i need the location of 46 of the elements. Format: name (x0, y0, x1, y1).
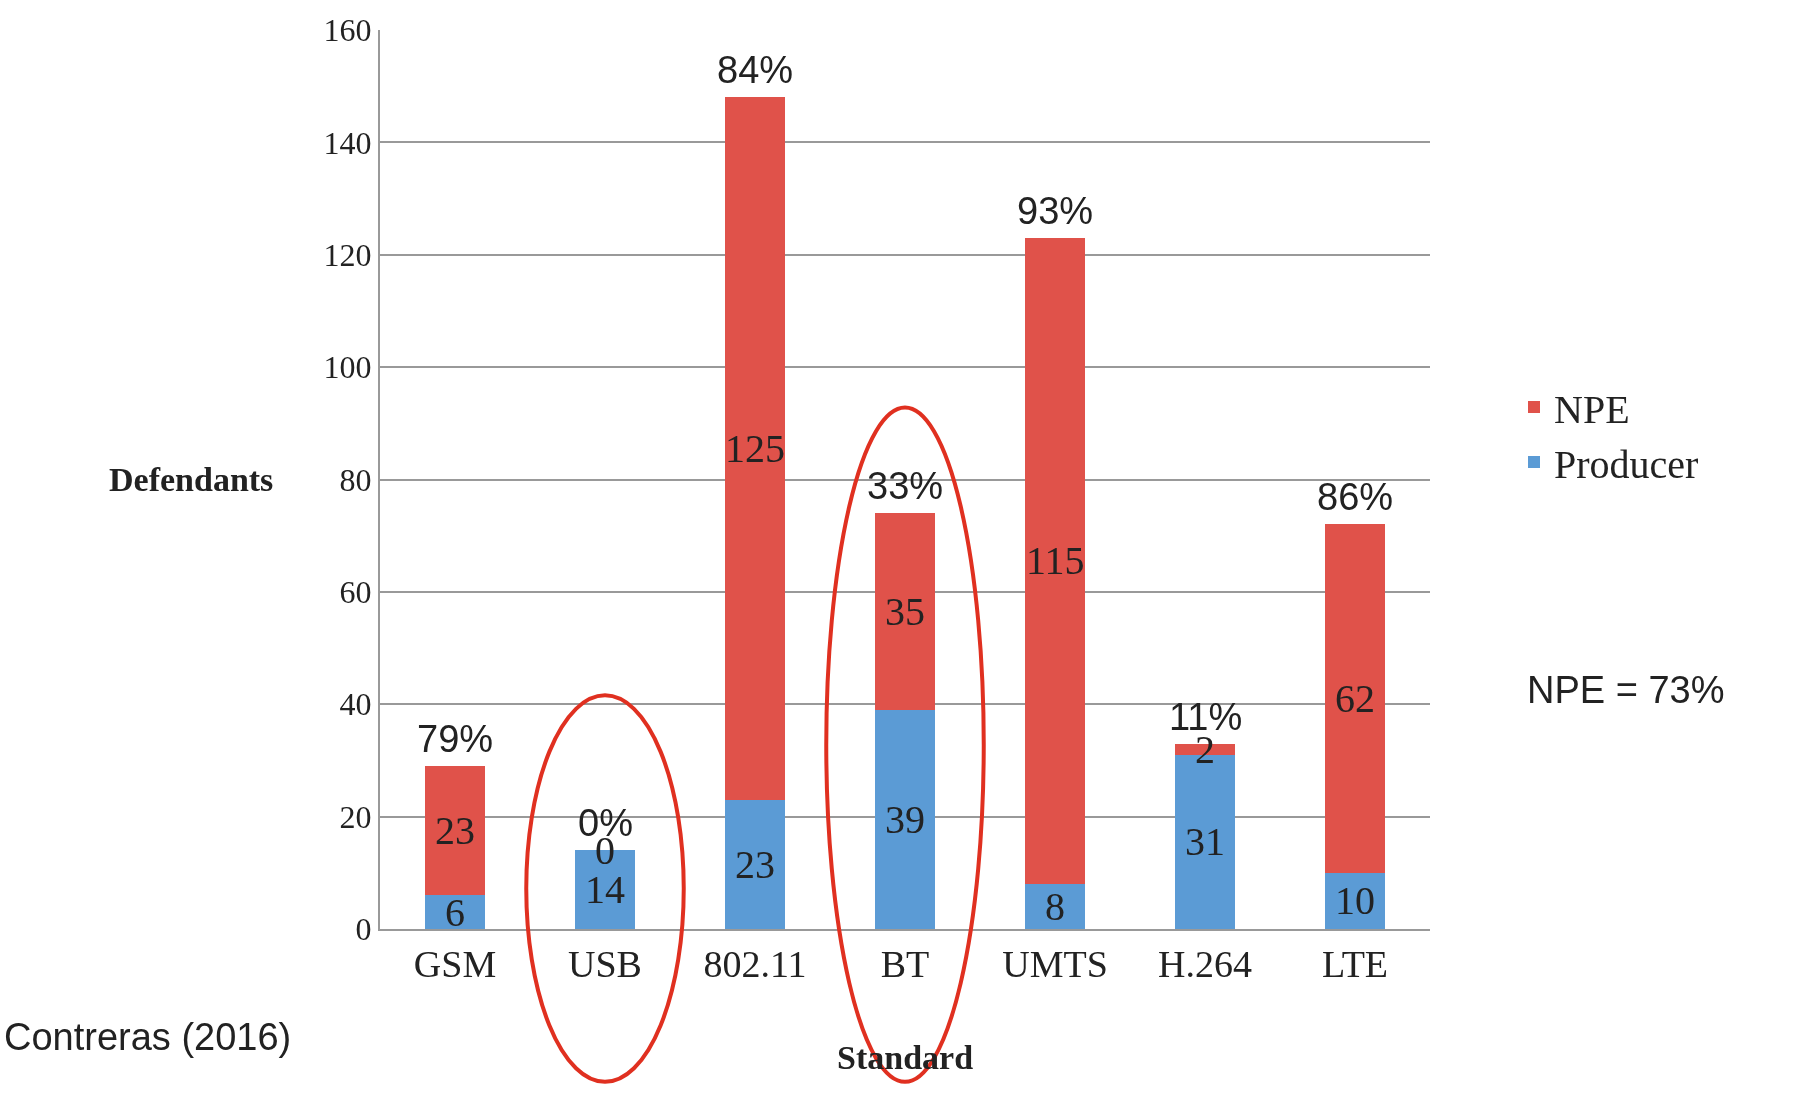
x-tick-label: UMTS (1002, 942, 1108, 985)
y-tick-label: 100 (323, 349, 372, 386)
y-tick-label: 20 (339, 798, 372, 835)
x-tick-label: LTE (1321, 942, 1389, 985)
data-label: 115 (1026, 538, 1085, 583)
x-tick-label: BT (880, 942, 930, 985)
y-tick-label: 0 (355, 911, 372, 948)
data-label: 35 (885, 589, 925, 634)
annotation: 84% (717, 49, 794, 91)
y-axis-title: Defendants (109, 461, 274, 498)
x-tick-label: GSM (413, 942, 497, 985)
annotation: 33% (867, 465, 944, 507)
x-tick-label: USB (568, 942, 642, 985)
bar (1025, 237, 1085, 885)
annotation: 93% (1017, 190, 1094, 232)
bar (725, 97, 785, 800)
data-label: 10 (1335, 878, 1375, 923)
annotation: 86% (1317, 476, 1394, 518)
data-label: 6 (445, 890, 465, 935)
text: NPE = 73% (1527, 669, 1725, 711)
data-label: 14 (585, 867, 625, 912)
data-label: 23 (735, 842, 775, 887)
y-tick-label: 140 (323, 124, 372, 161)
y-tick-label: 60 (339, 574, 372, 611)
data-label: 39 (885, 797, 925, 842)
y-tick-label: 160 (323, 12, 372, 49)
x-tick-label: H.264 (1158, 942, 1252, 985)
data-label: 62 (1335, 676, 1375, 721)
bar (875, 513, 935, 710)
text: Contreras (2016) (4, 1016, 292, 1058)
bar (425, 766, 485, 896)
data-label: 31 (1185, 819, 1225, 864)
bar (725, 799, 785, 929)
data-label: 125 (725, 426, 785, 471)
y-tick-label: 40 (339, 686, 372, 723)
bar (1325, 524, 1385, 873)
y-tick-label: 80 (339, 461, 372, 498)
bar (875, 709, 935, 929)
data-label: 23 (435, 808, 475, 853)
legend-label: NPE (1554, 386, 1630, 432)
bar (1025, 884, 1085, 929)
legend-label: Producer (1554, 441, 1699, 487)
y-tick-label: 120 (323, 236, 372, 273)
x-tick-label: 802.11 (703, 942, 807, 985)
annotation: 79% (417, 718, 494, 760)
data-label: 8 (1045, 884, 1065, 929)
